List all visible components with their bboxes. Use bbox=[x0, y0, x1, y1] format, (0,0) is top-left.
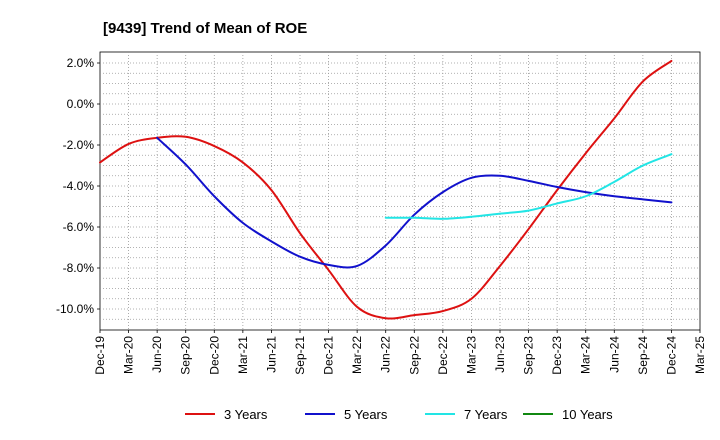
x-tick-label: Dec-23 bbox=[550, 336, 564, 375]
legend-label: 10 Years bbox=[562, 407, 613, 422]
y-tick-label: 0.0% bbox=[67, 97, 95, 111]
chart-title: [9439] Trend of Mean of ROE bbox=[103, 20, 307, 37]
plot-frame bbox=[99, 51, 701, 331]
series-line-2 bbox=[156, 136, 673, 269]
x-tick-label: Mar-21 bbox=[236, 336, 250, 374]
x-tick-label: Jun-23 bbox=[493, 336, 507, 373]
x-tick-label: Dec-19 bbox=[93, 336, 107, 375]
x-tick-label: Sep-24 bbox=[636, 336, 650, 375]
y-tick-label: -10.0% bbox=[56, 302, 94, 316]
x-axis-ticks: Dec-19 Mar-20 Jun-20 Sep-20 Dec-20 Mar-21 Jun-… bbox=[93, 330, 707, 375]
y-tick-label: -2.0% bbox=[63, 138, 95, 152]
x-tick-label: Jun-20 bbox=[150, 336, 164, 373]
y-tick-label: -4.0% bbox=[63, 179, 95, 193]
y-tick-label: 2.0% bbox=[67, 56, 95, 70]
series-lines bbox=[99, 59, 673, 320]
x-tick-label: Sep-23 bbox=[522, 336, 536, 375]
x-tick-label: Sep-20 bbox=[179, 336, 193, 375]
x-tick-label: Mar-25 bbox=[693, 336, 707, 374]
x-tick-label: Jun-21 bbox=[264, 336, 278, 373]
legend-label: 7 Years bbox=[464, 407, 508, 422]
legend-label: 5 Years bbox=[344, 407, 388, 422]
x-tick-label: Mar-24 bbox=[579, 336, 593, 374]
x-tick-label: Dec-24 bbox=[664, 336, 678, 375]
series-line-1 bbox=[99, 59, 673, 320]
x-tick-label: Jun-22 bbox=[379, 336, 393, 373]
x-tick-label: Mar-20 bbox=[122, 336, 136, 374]
x-tick-label: Mar-23 bbox=[464, 336, 478, 374]
y-tick-label: -6.0% bbox=[63, 220, 95, 234]
x-tick-label: Mar-22 bbox=[350, 336, 364, 374]
x-tick-label: Dec-21 bbox=[322, 336, 336, 375]
x-tick-label: Jun-24 bbox=[607, 336, 621, 373]
x-tick-label: Sep-21 bbox=[293, 336, 307, 375]
legend-label: 3 Years bbox=[224, 407, 268, 422]
x-tick-label: Dec-22 bbox=[436, 336, 450, 375]
gridlines bbox=[100, 52, 700, 330]
x-tick-label: Sep-22 bbox=[407, 336, 421, 375]
series-line-3 bbox=[384, 153, 673, 220]
legend: 3 Years 5 Years 7 Years 10 Years bbox=[185, 407, 613, 422]
x-tick-label: Dec-20 bbox=[207, 336, 221, 375]
y-tick-label: -8.0% bbox=[63, 261, 95, 275]
y-axis-ticks: 2.0% 0.0% -2.0% -4.0% -6.0% -8.0% -10.0% bbox=[56, 56, 100, 316]
